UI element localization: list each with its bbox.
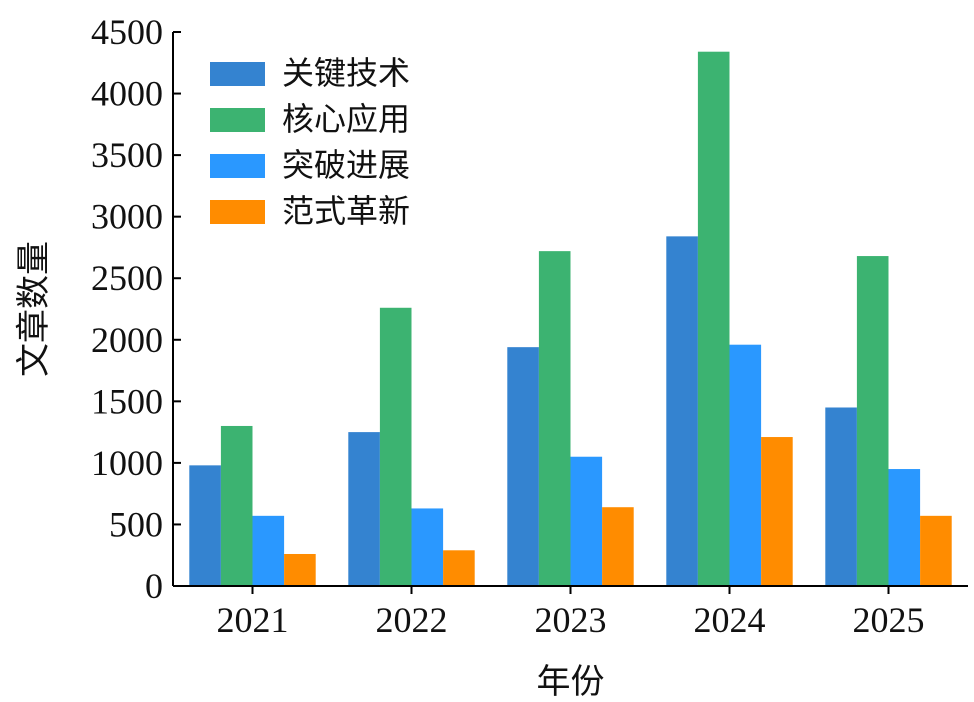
- x-tick-label: 2025: [853, 600, 925, 640]
- bar-2024-series-4: [761, 437, 793, 586]
- y-tick-label: 4500: [91, 12, 163, 52]
- bar-2021-series-4: [284, 553, 316, 586]
- y-tick-label: 4000: [91, 74, 163, 114]
- legend-swatch: [210, 62, 265, 86]
- y-tick-label: 1500: [91, 381, 163, 421]
- x-axis-title: 年份: [537, 662, 605, 702]
- bar-2025-series-1: [825, 407, 857, 586]
- y-tick-label: 2500: [91, 258, 163, 298]
- x-tick-label: 2022: [376, 600, 448, 640]
- legend-swatch: [210, 154, 265, 178]
- y-tick-label: 3000: [91, 197, 163, 237]
- bar-2022-series-1: [348, 432, 380, 586]
- x-tick-label: 2024: [694, 600, 766, 640]
- legend-label: 突破进展: [282, 146, 410, 184]
- bar-2022-series-3: [411, 508, 444, 586]
- bar-2021-series-2: [220, 425, 253, 586]
- x-tick-label: 2021: [217, 600, 289, 640]
- bar-2025-series-4: [920, 515, 952, 586]
- bar-2023-series-3: [570, 456, 603, 586]
- bar-2024-series-3: [729, 344, 762, 586]
- legend-label: 核心应用: [282, 100, 410, 138]
- bar-2021-series-1: [189, 465, 221, 586]
- bar-2023-series-2: [538, 251, 571, 586]
- bar-2024-series-2: [697, 51, 730, 586]
- bar-2022-series-4: [443, 550, 475, 586]
- legend-swatch: [210, 108, 265, 132]
- axes: 0 500 1000 1500 2000 2500 3000 3500 4000 4500 2021…: [91, 12, 968, 640]
- y-tick-label: 1000: [91, 443, 163, 483]
- y-tick-label: 3500: [91, 135, 163, 175]
- bar-2024-series-1: [666, 236, 698, 587]
- legend-label: 范式革新: [282, 192, 410, 230]
- bar-2023-series-4: [602, 507, 634, 586]
- y-tick-label: 2000: [91, 320, 163, 360]
- legend-swatch: [210, 200, 265, 224]
- y-tick-label: 0: [145, 566, 163, 606]
- y-tick-label: 500: [109, 504, 163, 544]
- y-axis-title: 文章数量: [14, 241, 54, 377]
- bar-2021-series-3: [252, 515, 285, 586]
- bar-2022-series-2: [379, 307, 412, 586]
- plot-area: [189, 51, 952, 587]
- bar-2025-series-3: [888, 469, 921, 586]
- bar-2025-series-2: [856, 256, 889, 586]
- x-tick-label: 2023: [535, 600, 607, 640]
- legend-label: 关键技术: [282, 54, 410, 92]
- bar-2023-series-1: [507, 347, 539, 586]
